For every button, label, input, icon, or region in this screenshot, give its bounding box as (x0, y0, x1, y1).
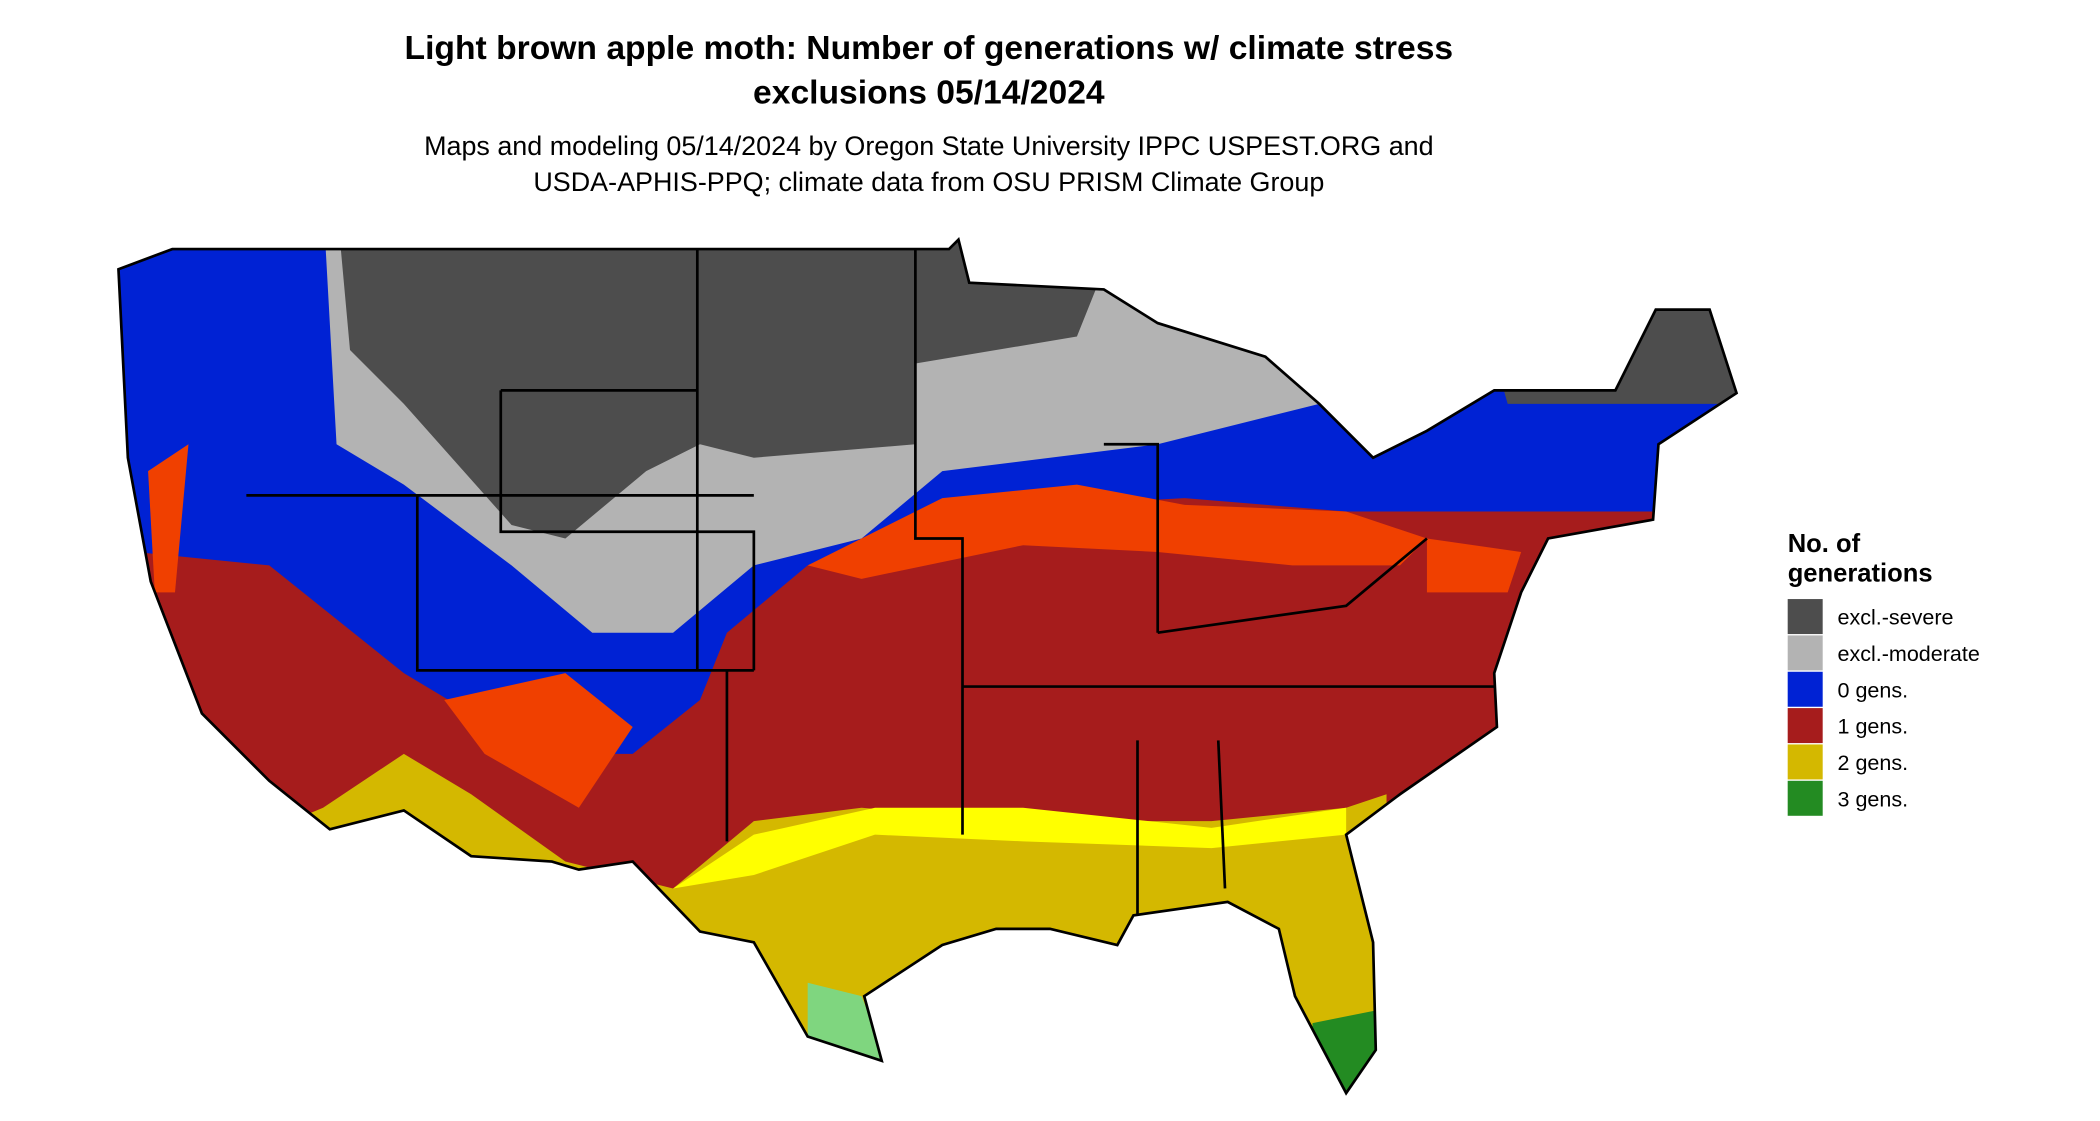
legend-swatch (1787, 780, 1823, 816)
legend-label: 2 gens. (1838, 751, 1909, 775)
legend-title: generations (1788, 560, 1933, 588)
state-borders (246, 249, 1495, 916)
legend-label: excl.-moderate (1838, 642, 1980, 666)
legend: excl.-severe excl.-moderate 0 gens. 1 gens.… (1787, 599, 1980, 816)
subtitle-line: USDA-APHIS-PPQ; climate data from OSU PR… (533, 167, 1324, 197)
legend-swatch (1787, 744, 1823, 780)
legend-swatch (1787, 671, 1823, 707)
legend-swatch (1787, 635, 1823, 671)
title-line: Light brown apple moth: Number of genera… (405, 30, 1454, 67)
legend-title: No. of (1788, 530, 1861, 558)
subtitle-line: Maps and modeling 05/14/2024 by Oregon S… (424, 131, 1434, 161)
legend-swatch (1787, 708, 1823, 744)
legend-label: 1 gens. (1838, 715, 1909, 739)
map-regions (118, 239, 1737, 1094)
legend-label: 3 gens. (1838, 787, 1909, 811)
legend-label: 0 gens. (1838, 678, 1909, 702)
legend-label: excl.-severe (1838, 606, 1954, 630)
us-outline (117, 237, 1739, 1096)
legend-swatch (1787, 599, 1823, 635)
title-line: exclusions 05/14/2024 (753, 75, 1105, 112)
